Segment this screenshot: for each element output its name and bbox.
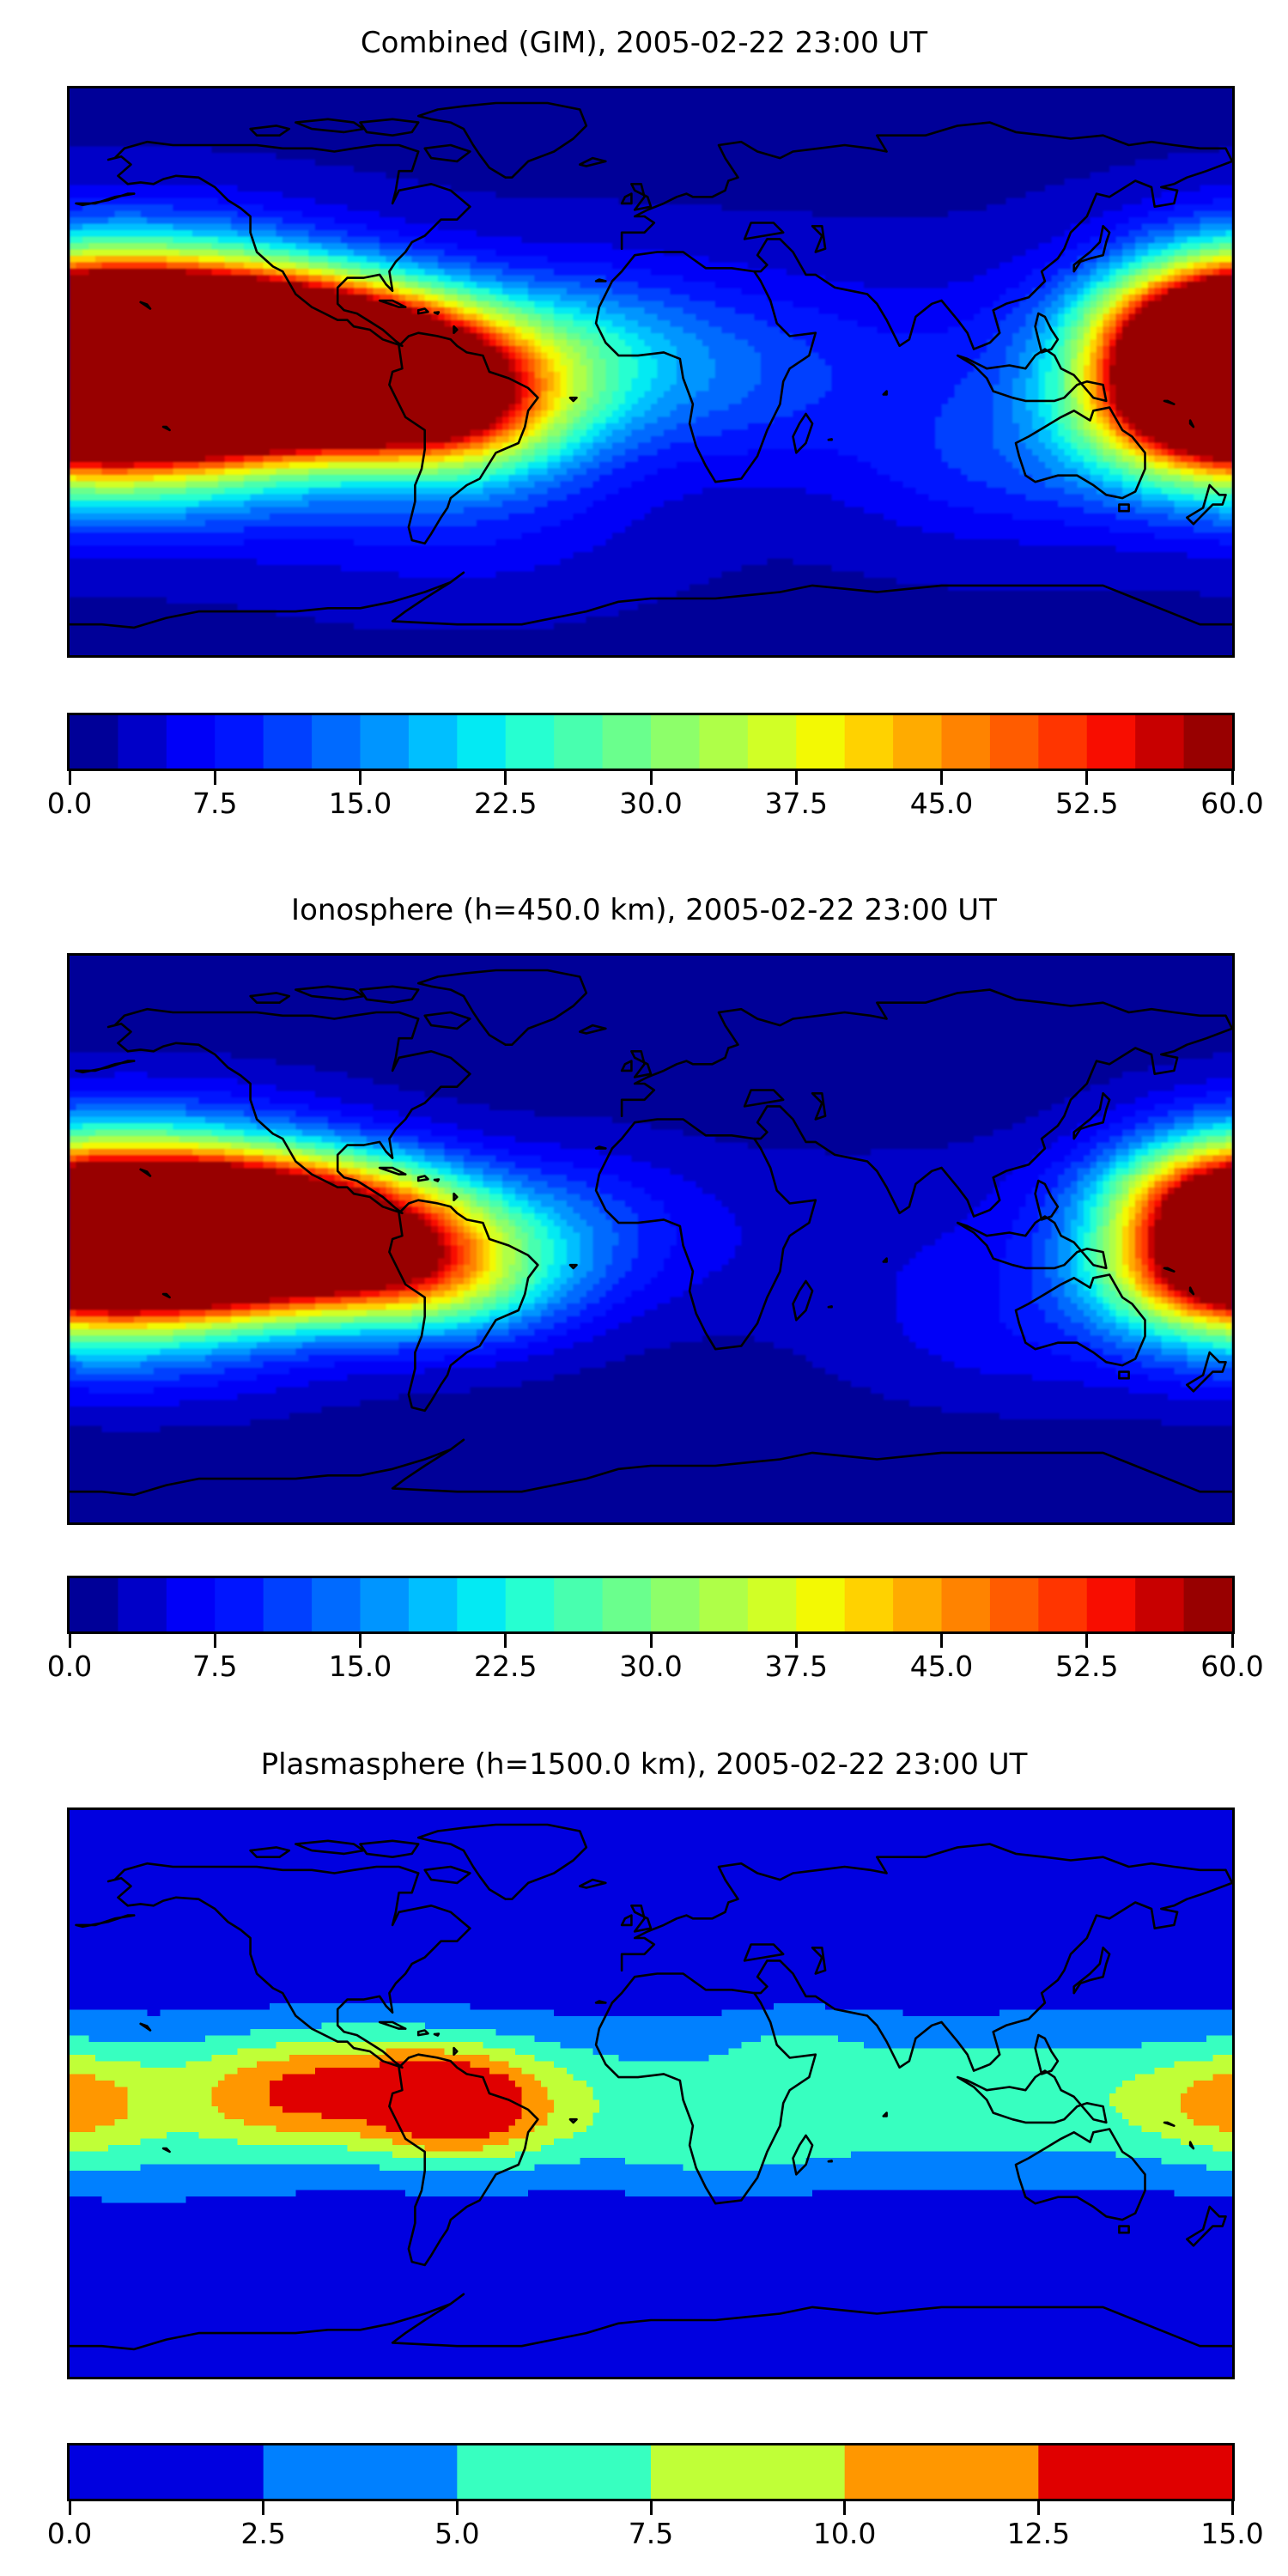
colorbar-tick-label: 45.0 [909, 787, 974, 820]
colorbar-tick [455, 2501, 459, 2515]
colorbar-tick [649, 1634, 653, 1648]
map-plasmasphere [67, 1807, 1235, 2379]
colorbar-tick [359, 1634, 361, 1648]
colorbar-tick [649, 2501, 653, 2515]
colorbar-gradient [70, 2445, 1232, 2499]
colorbar-tick-label: 7.5 [192, 787, 238, 820]
colorbar-tick [68, 2501, 71, 2515]
colorbar-tick-label: 7.5 [628, 2517, 674, 2550]
coastline-overlay [70, 101, 1232, 629]
colorbar-tick [1230, 771, 1234, 785]
colorbar-tick-label: 52.5 [1055, 787, 1119, 820]
coastlines [70, 101, 1232, 629]
colorbar-tick [794, 1634, 798, 1648]
colorbar-tick-label: 15.0 [1200, 2517, 1264, 2550]
colorbar-tick-labels: 0.0 7.5 15.0 22.5 30.0 37.5 45.0 52.5 60.0 [0, 1649, 1288, 1687]
colorbar-ticks [67, 1634, 1235, 1648]
colorbar-tick-label: 60.0 [1200, 1649, 1264, 1683]
colorbar-tick [262, 2501, 265, 2515]
colorbar-tick [504, 1634, 507, 1648]
map-ionosphere [67, 953, 1235, 1525]
colorbar-tick-label: 5.0 [434, 2517, 480, 2550]
colorbar-ticks [67, 771, 1235, 785]
panel-plasmasphere: Plasmasphere (h=1500.0 km), 2005-02-22 2… [0, 1722, 1288, 2576]
coastlines [70, 969, 1232, 1497]
colorbar-tick-label: 12.5 [1006, 2517, 1071, 2550]
colorbar-tick-labels: 0.0 2.5 5.0 7.5 10.0 12.5 15.0 [0, 2517, 1288, 2555]
colorbar-tick-label: 7.5 [192, 1649, 238, 1683]
colorbar-tick-label: 22.5 [474, 787, 538, 820]
colorbar-tick-label: 0.0 [46, 1649, 93, 1683]
panel-title: Ionosphere (h=450.0 km), 2005-02-22 23:0… [291, 893, 997, 927]
colorbar-tick-label: 22.5 [474, 1649, 538, 1683]
colorbar-tick-label: 37.5 [764, 787, 828, 820]
colorbar-tick-label: 30.0 [619, 1649, 683, 1683]
colorbar-gradient [70, 715, 1232, 769]
panel-title: Combined (GIM), 2005-02-22 23:00 UT [360, 26, 928, 60]
colorbar-tick [68, 771, 71, 785]
colorbar-tick-label: 52.5 [1055, 1649, 1119, 1683]
panel-ionosphere: Ionosphere (h=450.0 km), 2005-02-22 23:0… [0, 867, 1288, 1726]
colorbar-tick [504, 771, 507, 785]
colorbar-tick [940, 771, 943, 785]
colorbar-tick-label: 45.0 [909, 1649, 974, 1683]
colorbar-tick [649, 771, 653, 785]
contour-field [70, 88, 1232, 655]
colorbar-tick [843, 2501, 847, 2515]
colorbar-tick-label: 0.0 [46, 787, 93, 820]
colorbar-plasmasphere [67, 2443, 1235, 2501]
colorbar-gradient [70, 1578, 1232, 1631]
colorbar-tick [1085, 1634, 1089, 1648]
colorbar-tick [940, 1634, 943, 1648]
colorbar-tick-label: 60.0 [1200, 787, 1264, 820]
colorbar-tick [213, 1634, 216, 1648]
colorbar-tick [1230, 1634, 1234, 1648]
coastline-overlay [70, 969, 1232, 1497]
contour-field [70, 1810, 1232, 2377]
coastline-overlay [70, 1823, 1232, 2351]
colorbar-tick [1036, 2501, 1040, 2515]
colorbar-tick [213, 771, 216, 785]
colorbar-tick-label: 37.5 [764, 1649, 828, 1683]
colorbar-tick-label: 15.0 [328, 787, 392, 820]
colorbar-tick-label: 30.0 [619, 787, 683, 820]
colorbar-tick-label: 10.0 [812, 2517, 877, 2550]
colorbar-tick-labels: 0.0 7.5 15.0 22.5 30.0 37.5 45.0 52.5 60.0 [0, 787, 1288, 824]
colorbar-tick [794, 771, 798, 785]
colorbar-tick [68, 1634, 71, 1648]
colorbar-tick [1230, 2501, 1234, 2515]
panel-combined-gim: Combined (GIM), 2005-02-22 23:00 UT 0.0 7… [0, 0, 1288, 859]
colorbar-ionosphere [67, 1576, 1235, 1634]
colorbar-combined-gim [67, 713, 1235, 771]
colorbar-ticks [67, 2501, 1235, 2515]
panel-title: Plasmasphere (h=1500.0 km), 2005-02-22 2… [260, 1747, 1028, 1782]
colorbar-tick [359, 771, 361, 785]
colorbar-tick-label: 0.0 [46, 2517, 93, 2550]
coastlines [70, 1823, 1232, 2351]
colorbar-tick-label: 15.0 [328, 1649, 392, 1683]
colorbar-tick [1085, 771, 1089, 785]
map-combined-gim [67, 86, 1235, 658]
colorbar-tick-label: 2.5 [240, 2517, 286, 2550]
